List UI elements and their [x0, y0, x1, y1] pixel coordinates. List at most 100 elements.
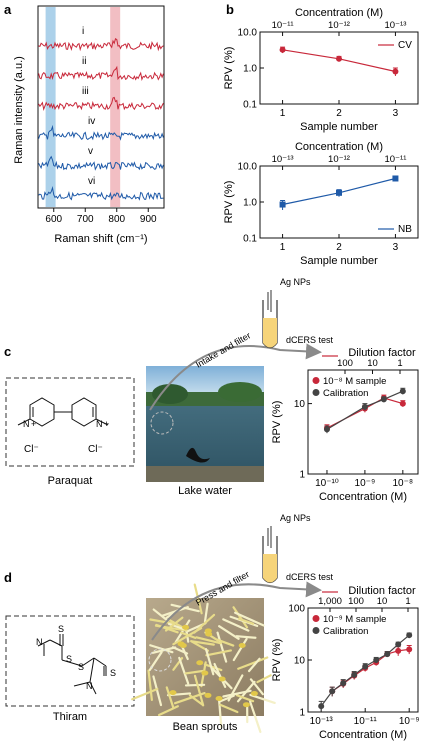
- raman-trace-label-i: i: [82, 26, 84, 37]
- data-point: [392, 175, 399, 182]
- sprout-stem: [219, 694, 235, 703]
- legend-label: NB: [398, 224, 412, 235]
- legend-label: Calibration: [323, 388, 368, 399]
- thiram-s4: S: [110, 668, 116, 678]
- dcers-label-d: dCERS test: [286, 572, 334, 582]
- sprout-stem: [203, 602, 209, 623]
- sprout-head: [182, 624, 190, 630]
- sprout-stem: [237, 617, 255, 625]
- data-point: [336, 55, 342, 62]
- top-tick-label-0: 10⁻¹³: [272, 154, 294, 165]
- sprout-stem: [157, 705, 179, 717]
- sprout-stem: [188, 694, 205, 707]
- sprout-stem: [174, 619, 191, 644]
- bean-sprouts-label: Bean sprouts: [173, 721, 238, 733]
- raman-trace-v: [38, 155, 164, 171]
- sprout-head: [218, 676, 226, 682]
- sprout-stem: [184, 669, 204, 675]
- sprout-head: [215, 696, 223, 702]
- xtick-label-2: 10⁻⁹: [399, 716, 420, 727]
- sprout-stem: [222, 618, 250, 632]
- paraquat-n-left: N: [23, 419, 30, 429]
- sprout-stem: [178, 656, 190, 685]
- top-tick-label-1: 100: [348, 596, 364, 607]
- xtick-label-0: 10⁻¹⁰: [315, 478, 339, 489]
- legend-label: 10⁻⁸ M sample: [323, 376, 386, 387]
- panel-a-xlabel: Raman shift (cm⁻¹): [54, 233, 147, 245]
- xtick-label-2: 3: [393, 242, 399, 253]
- sprout-stem: [235, 635, 257, 639]
- data-point: [384, 651, 391, 658]
- panel-c-illustration: N + N + Cl⁻ Cl⁻ Paraquat Lake water Inta…: [5, 277, 334, 497]
- legend-label: CV: [398, 40, 412, 51]
- paraquat-plus-right: +: [104, 419, 109, 429]
- sprout-stem: [190, 640, 215, 646]
- top-axis-label: Dilution factor: [348, 585, 416, 597]
- x-axis-label: Concentration (M): [319, 729, 407, 741]
- data-point: [279, 201, 286, 208]
- sprout-stem: [193, 674, 205, 707]
- legend-marker: [312, 615, 320, 622]
- sprout-stem: [204, 648, 215, 676]
- panel-d-illustration: N S S S S N Thiram Bean sprouts Press an…: [5, 513, 334, 733]
- xtick-label-0: 1: [280, 108, 286, 119]
- top-tick-label-0: 1,000: [318, 596, 342, 607]
- ytick-label-1: 1: [299, 470, 305, 481]
- legend-marker: [312, 627, 320, 634]
- sprout-stem: [222, 689, 252, 698]
- sprout-head: [204, 692, 212, 698]
- top-tick-label-0: 100: [337, 358, 353, 369]
- top-tick-label-2: 10⁻¹³: [384, 20, 406, 31]
- ytick-label-100: 100: [288, 604, 305, 615]
- sprout-head: [238, 642, 246, 648]
- xtick-label-0: 1: [280, 242, 286, 253]
- sprout-stem: [147, 669, 153, 702]
- paraquat-dashed-box: [5, 377, 135, 467]
- top-tick-label-2: 10: [377, 596, 388, 607]
- raman-band-red: [110, 7, 121, 207]
- data-point: [395, 641, 402, 648]
- tube-d: [262, 526, 278, 584]
- ytick-label-1.0: 1.0: [243, 198, 257, 209]
- sprout-stem: [161, 606, 189, 617]
- data-point: [329, 688, 336, 695]
- chart-b-top: 0.1 1.0 10.0 1 2 3 10⁻¹¹ 10⁻¹² 10⁻¹³Concentratio…: [223, 7, 419, 133]
- sprout-stem: [232, 637, 248, 662]
- lake-water-photo: [146, 366, 264, 482]
- sprout-stem: [249, 693, 276, 704]
- paraquat-plus-left: +: [31, 419, 36, 429]
- raman-trace-label-v: v: [88, 146, 93, 157]
- y-axis-label: RPV (%): [271, 401, 283, 444]
- legend-marker: [312, 377, 320, 384]
- raman-trace-iii: [38, 96, 164, 111]
- y-axis-label: RPV (%): [223, 47, 235, 90]
- raman-trace-label-iv: iv: [88, 116, 95, 127]
- sprout-stem: [249, 700, 262, 733]
- sprout-stem: [152, 675, 163, 707]
- top-tick-label-1: 10: [367, 358, 378, 369]
- xtick-label-2: 10⁻⁸: [393, 478, 414, 489]
- sprout-stem: [216, 631, 228, 663]
- data-point: [336, 189, 342, 196]
- sprout-stem: [180, 631, 197, 639]
- x-axis-label: Sample number: [300, 255, 378, 267]
- ytick-label-1: 1: [299, 708, 305, 719]
- xtick-label-0: 10⁻¹³: [310, 716, 334, 727]
- data-point: [362, 663, 369, 670]
- sprout-stem: [152, 608, 169, 622]
- sprout-stem: [193, 613, 216, 634]
- top-tick-label-3: 1: [405, 596, 410, 607]
- ytick-label-0.1: 0.1: [243, 234, 257, 245]
- sprout-head: [250, 691, 258, 697]
- top-tick-label-1: 10⁻¹²: [328, 20, 350, 31]
- xtick-label-1: 2: [336, 242, 342, 253]
- data-point: [323, 426, 330, 433]
- raman-trace-label-iii: iii: [82, 86, 89, 97]
- data-point: [351, 671, 358, 678]
- legend-label: 10⁻⁹ M sample: [323, 614, 386, 625]
- paraquat-cl-right: Cl⁻: [88, 444, 103, 455]
- data-point: [279, 46, 286, 53]
- raman-trace-vi: [38, 186, 164, 201]
